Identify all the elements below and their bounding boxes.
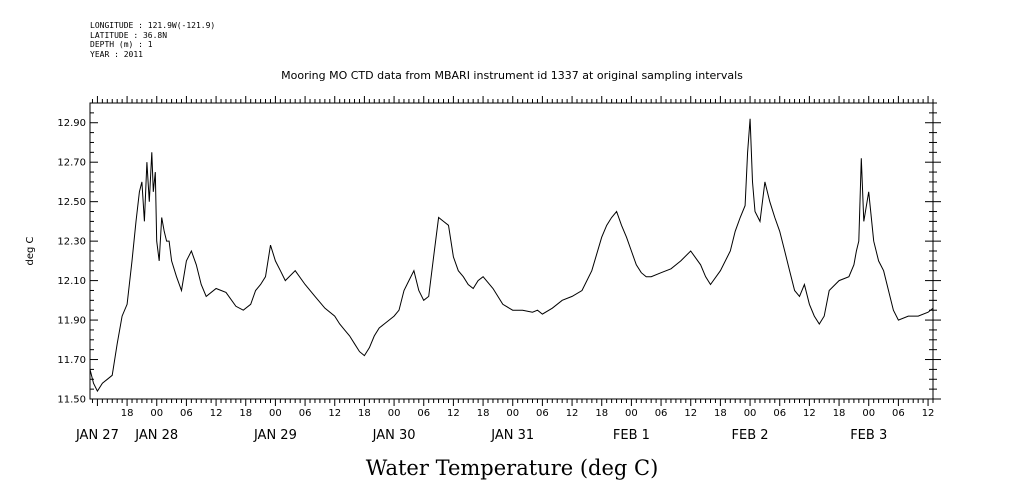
x-date-label: JAN 28 (134, 428, 178, 443)
y-tick-label: 11.50 (57, 395, 86, 406)
y-tick-label: 11.70 (57, 355, 86, 366)
x-tick-label: 06 (299, 408, 312, 419)
x-axis: 18 00 06 12 18 00 06 12 18 00 06 12 18 00 06 12 18 00 06 12… (75, 96, 934, 443)
x-tick-label: 12 (328, 408, 341, 419)
y-axis-label: deg C (25, 236, 36, 265)
x-date-label: JAN 29 (253, 428, 297, 443)
x-tick-label: 18 (595, 408, 608, 419)
x-tick-label: 12 (566, 408, 579, 419)
y-tick-label: 12.10 (57, 276, 86, 287)
x-tick-label: 00 (388, 408, 401, 419)
series-line-water-temperature (89, 118, 934, 393)
longitude-text: LONGITUDE : 121.9W(-121.9) (90, 21, 216, 30)
year-text: YEAR : 2011 (90, 49, 143, 59)
x-date-label: FEB 2 (732, 428, 769, 443)
x-axis-label: Water Temperature (deg C) (366, 456, 659, 480)
x-tick-label: 06 (417, 408, 430, 419)
x-tick-label: 06 (773, 408, 786, 419)
x-date-label: FEB 1 (613, 428, 650, 443)
x-tick-label: 00 (150, 408, 163, 419)
plot-frame (89, 102, 934, 400)
x-date-label: JAN 27 (75, 428, 119, 443)
x-tick-label: 18 (239, 408, 252, 419)
x-tick-label: 12 (210, 408, 223, 419)
x-date-label: JAN 31 (490, 428, 534, 443)
chart-title: Mooring MO CTD data from MBARI instrumen… (281, 69, 743, 82)
latitude-text: LATITUDE : 36.8N (90, 30, 168, 40)
y-tick-label: 12.50 (57, 197, 86, 208)
y-tick-label: 12.90 (57, 118, 86, 129)
x-tick-label: 12 (684, 408, 697, 419)
x-tick-label: 06 (180, 408, 193, 419)
y-tick-label: 11.90 (57, 316, 86, 327)
x-tick-label: 00 (625, 408, 638, 419)
x-tick-label: 18 (358, 408, 371, 419)
depth-text: DEPTH (m) : 1 (90, 40, 153, 49)
x-tick-label: 06 (536, 408, 549, 419)
x-tick-label: 00 (862, 408, 875, 419)
x-tick-label: 18 (477, 408, 490, 419)
x-tick-label: 00 (506, 408, 519, 419)
x-tick-label: 12 (803, 408, 816, 419)
y-tick-label: 12.70 (57, 158, 86, 169)
x-tick-label: 12 (922, 408, 935, 419)
y-tick-label: 12.30 (57, 237, 86, 248)
x-tick-label: 18 (833, 408, 846, 419)
x-tick-label: 12 (447, 408, 460, 419)
metadata-block: LONGITUDE : 121.9W(-121.9) LATITUDE : 36.… (90, 21, 215, 59)
x-tick-label: 00 (269, 408, 282, 419)
y-axis: 11.50 11.70 11.90 12.10 12.30 12.50 12.70 12.90 (57, 102, 941, 406)
x-tick-label: 06 (655, 408, 668, 419)
x-tick-label: 18 (121, 408, 134, 419)
x-tick-label: 18 (714, 408, 727, 419)
x-date-label: FEB 3 (850, 428, 887, 443)
x-tick-label: 06 (892, 408, 905, 419)
x-tick-label: 00 (744, 408, 757, 419)
x-date-label: JAN 30 (372, 428, 416, 443)
